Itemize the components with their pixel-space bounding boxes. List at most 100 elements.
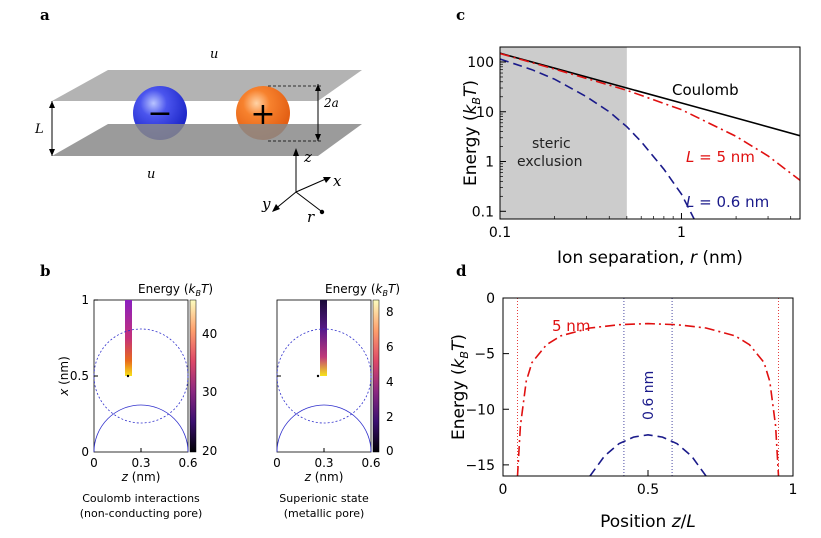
panel-c-frame	[499, 46, 801, 220]
right-xlabel: z (nm)	[304, 470, 344, 484]
axes-triad: z x y r	[261, 148, 342, 226]
d-xtick-label: 0	[499, 482, 508, 498]
panel-b-right: Energy (kBT) 0 0.3 0.6 z (nm) 8 6 4 2 0 …	[273, 282, 400, 520]
y-axis-arrow	[272, 204, 280, 212]
right-cbar-tick-2: 2	[386, 410, 394, 424]
panel-a: a − + u u L 2a z	[34, 6, 362, 226]
right-xtick-0: 0	[273, 456, 281, 470]
right-cbar-tick-4: 4	[386, 375, 394, 389]
panel-b-left: Energy (kBT) 1 0.5 0 0 0.3 0.6 z (nm) x …	[57, 282, 217, 520]
left-cbar-tick-20: 20	[202, 444, 217, 458]
c-ytick-label: 100	[467, 55, 494, 71]
coulomb-label: Coulomb	[672, 81, 739, 99]
right-caption-1: Superionic state	[279, 492, 369, 505]
right-xtick-0.6: 0.6	[361, 456, 380, 470]
right-energy-strip	[320, 300, 327, 376]
panel-c-series	[500, 52, 800, 219]
left-caption-1: Coulomb interactions	[82, 492, 200, 505]
d-ytick-label: 0	[486, 291, 495, 307]
2a-arrow-top	[315, 84, 321, 91]
top-plate	[52, 70, 362, 101]
left-cbar-tick-40: 40	[202, 327, 217, 341]
d-ytick-label: −5	[474, 347, 495, 363]
left-exclusion-circle	[93, 328, 189, 424]
r-point	[319, 209, 325, 215]
left-ion-circle	[93, 404, 189, 453]
u-bottom-label: u	[147, 167, 155, 182]
left-xtick-0: 0	[90, 456, 98, 470]
left-plot-frame	[93, 299, 189, 453]
right-ion-point	[316, 374, 320, 378]
left-xtick-0.3: 0.3	[131, 456, 150, 470]
panel-c: c steric exclusion 0.1 1 10 100 0.1 1 Coulomb…	[456, 6, 801, 268]
d-xtick-label: 1	[789, 482, 798, 498]
right-xtick-0.3: 0.3	[314, 456, 333, 470]
left-xlabel: z (nm)	[121, 470, 161, 484]
panel-d-ylabel: Energy (kBT)	[449, 334, 471, 440]
L-label: L	[34, 122, 44, 137]
right-colorbar	[372, 299, 380, 453]
left-ion-point	[126, 374, 130, 378]
left-xtick-0.6: 0.6	[178, 456, 197, 470]
c-xtick-label: 0.1	[489, 225, 511, 241]
panel-d: d 0−5−10−150 0.5 1 5 nm 0.6 nm Energy (kBT…	[449, 262, 797, 532]
u-top-label: u	[210, 47, 218, 62]
L-arrow-bottom	[49, 149, 55, 156]
right-cbar-title: Energy (kBT)	[325, 282, 400, 298]
steric-exclusion-region	[500, 47, 627, 219]
c-ytick-label: 10	[476, 105, 494, 121]
left-ytick-1: 1	[81, 293, 89, 307]
panel-c-ylabel: Energy (kBT)	[461, 80, 483, 186]
z-axis-arrow	[293, 148, 299, 156]
0.6nm-label: 0.6 nm	[641, 371, 657, 420]
bottom-plate	[52, 124, 362, 156]
c-ytick-label: 1	[485, 155, 494, 171]
x-axis-arrow	[323, 177, 331, 183]
steric-label-1: steric	[532, 136, 571, 152]
left-cbar-title: Energy (kBT)	[138, 282, 213, 298]
series-l-0-6-nm	[500, 58, 696, 219]
left-caption-2: (non-conducting pore)	[80, 507, 203, 520]
c-xtick-label: 1	[677, 225, 686, 241]
panel-b: b Energy (kBT) 1 0.5 0 0 0.3 0.6 z (nm) …	[40, 262, 400, 520]
d-ytick-label: −15	[465, 458, 495, 474]
steric-label-2: exclusion	[517, 154, 583, 170]
axis-z-label: z	[303, 148, 312, 166]
2a-label: 2a	[323, 96, 339, 110]
panel-d-label: d	[456, 262, 467, 280]
panel-c-label: c	[456, 6, 465, 24]
panel-a-label: a	[40, 6, 50, 24]
right-caption-2: (metallic pore)	[284, 507, 365, 520]
c-ytick-label: 0.1	[472, 204, 494, 220]
panel-b-label: b	[40, 262, 51, 280]
panel-c-xlabel: Ion separation, r (nm)	[557, 248, 743, 268]
right-cbar-tick-8: 8	[386, 305, 394, 319]
left-ylabel: x (nm)	[57, 356, 71, 397]
left-ytick-0: 0	[81, 445, 89, 459]
right-exclusion-circle	[276, 328, 372, 424]
left-ytick-0.5: 0.5	[70, 369, 89, 383]
series-5-nm	[516, 322, 780, 476]
left-energy-strip	[125, 300, 132, 376]
left-colorbar	[189, 299, 197, 453]
panel-d-xlabel: Position z/L	[600, 512, 696, 532]
panel-d-ticks: 0−5−10−150 0.5 1	[465, 291, 797, 498]
d-xtick-label: 0.5	[637, 482, 659, 498]
right-cbar-tick-6: 6	[386, 340, 394, 354]
L06-label: L = 0.6 nm	[686, 193, 769, 211]
series-0-6-nm	[589, 433, 707, 476]
d-ytick-label: −10	[465, 402, 495, 418]
right-ion-circle	[276, 404, 372, 453]
axis-y-label: y	[261, 195, 271, 213]
axis-x-label: x	[333, 172, 342, 190]
axis-r-label: r	[307, 208, 315, 226]
panel-d-series	[516, 322, 780, 476]
L5-label: L = 5 nm	[686, 148, 755, 166]
right-cbar-tick-0: 0	[386, 444, 394, 458]
2a-arrow-bottom	[315, 134, 321, 141]
series-l-5-nm	[500, 52, 800, 181]
5nm-label: 5 nm	[552, 317, 590, 335]
panel-c-ticks: 0.1 1 10 100 0.1 1	[467, 46, 792, 241]
left-cbar-tick-30: 30	[202, 385, 217, 399]
